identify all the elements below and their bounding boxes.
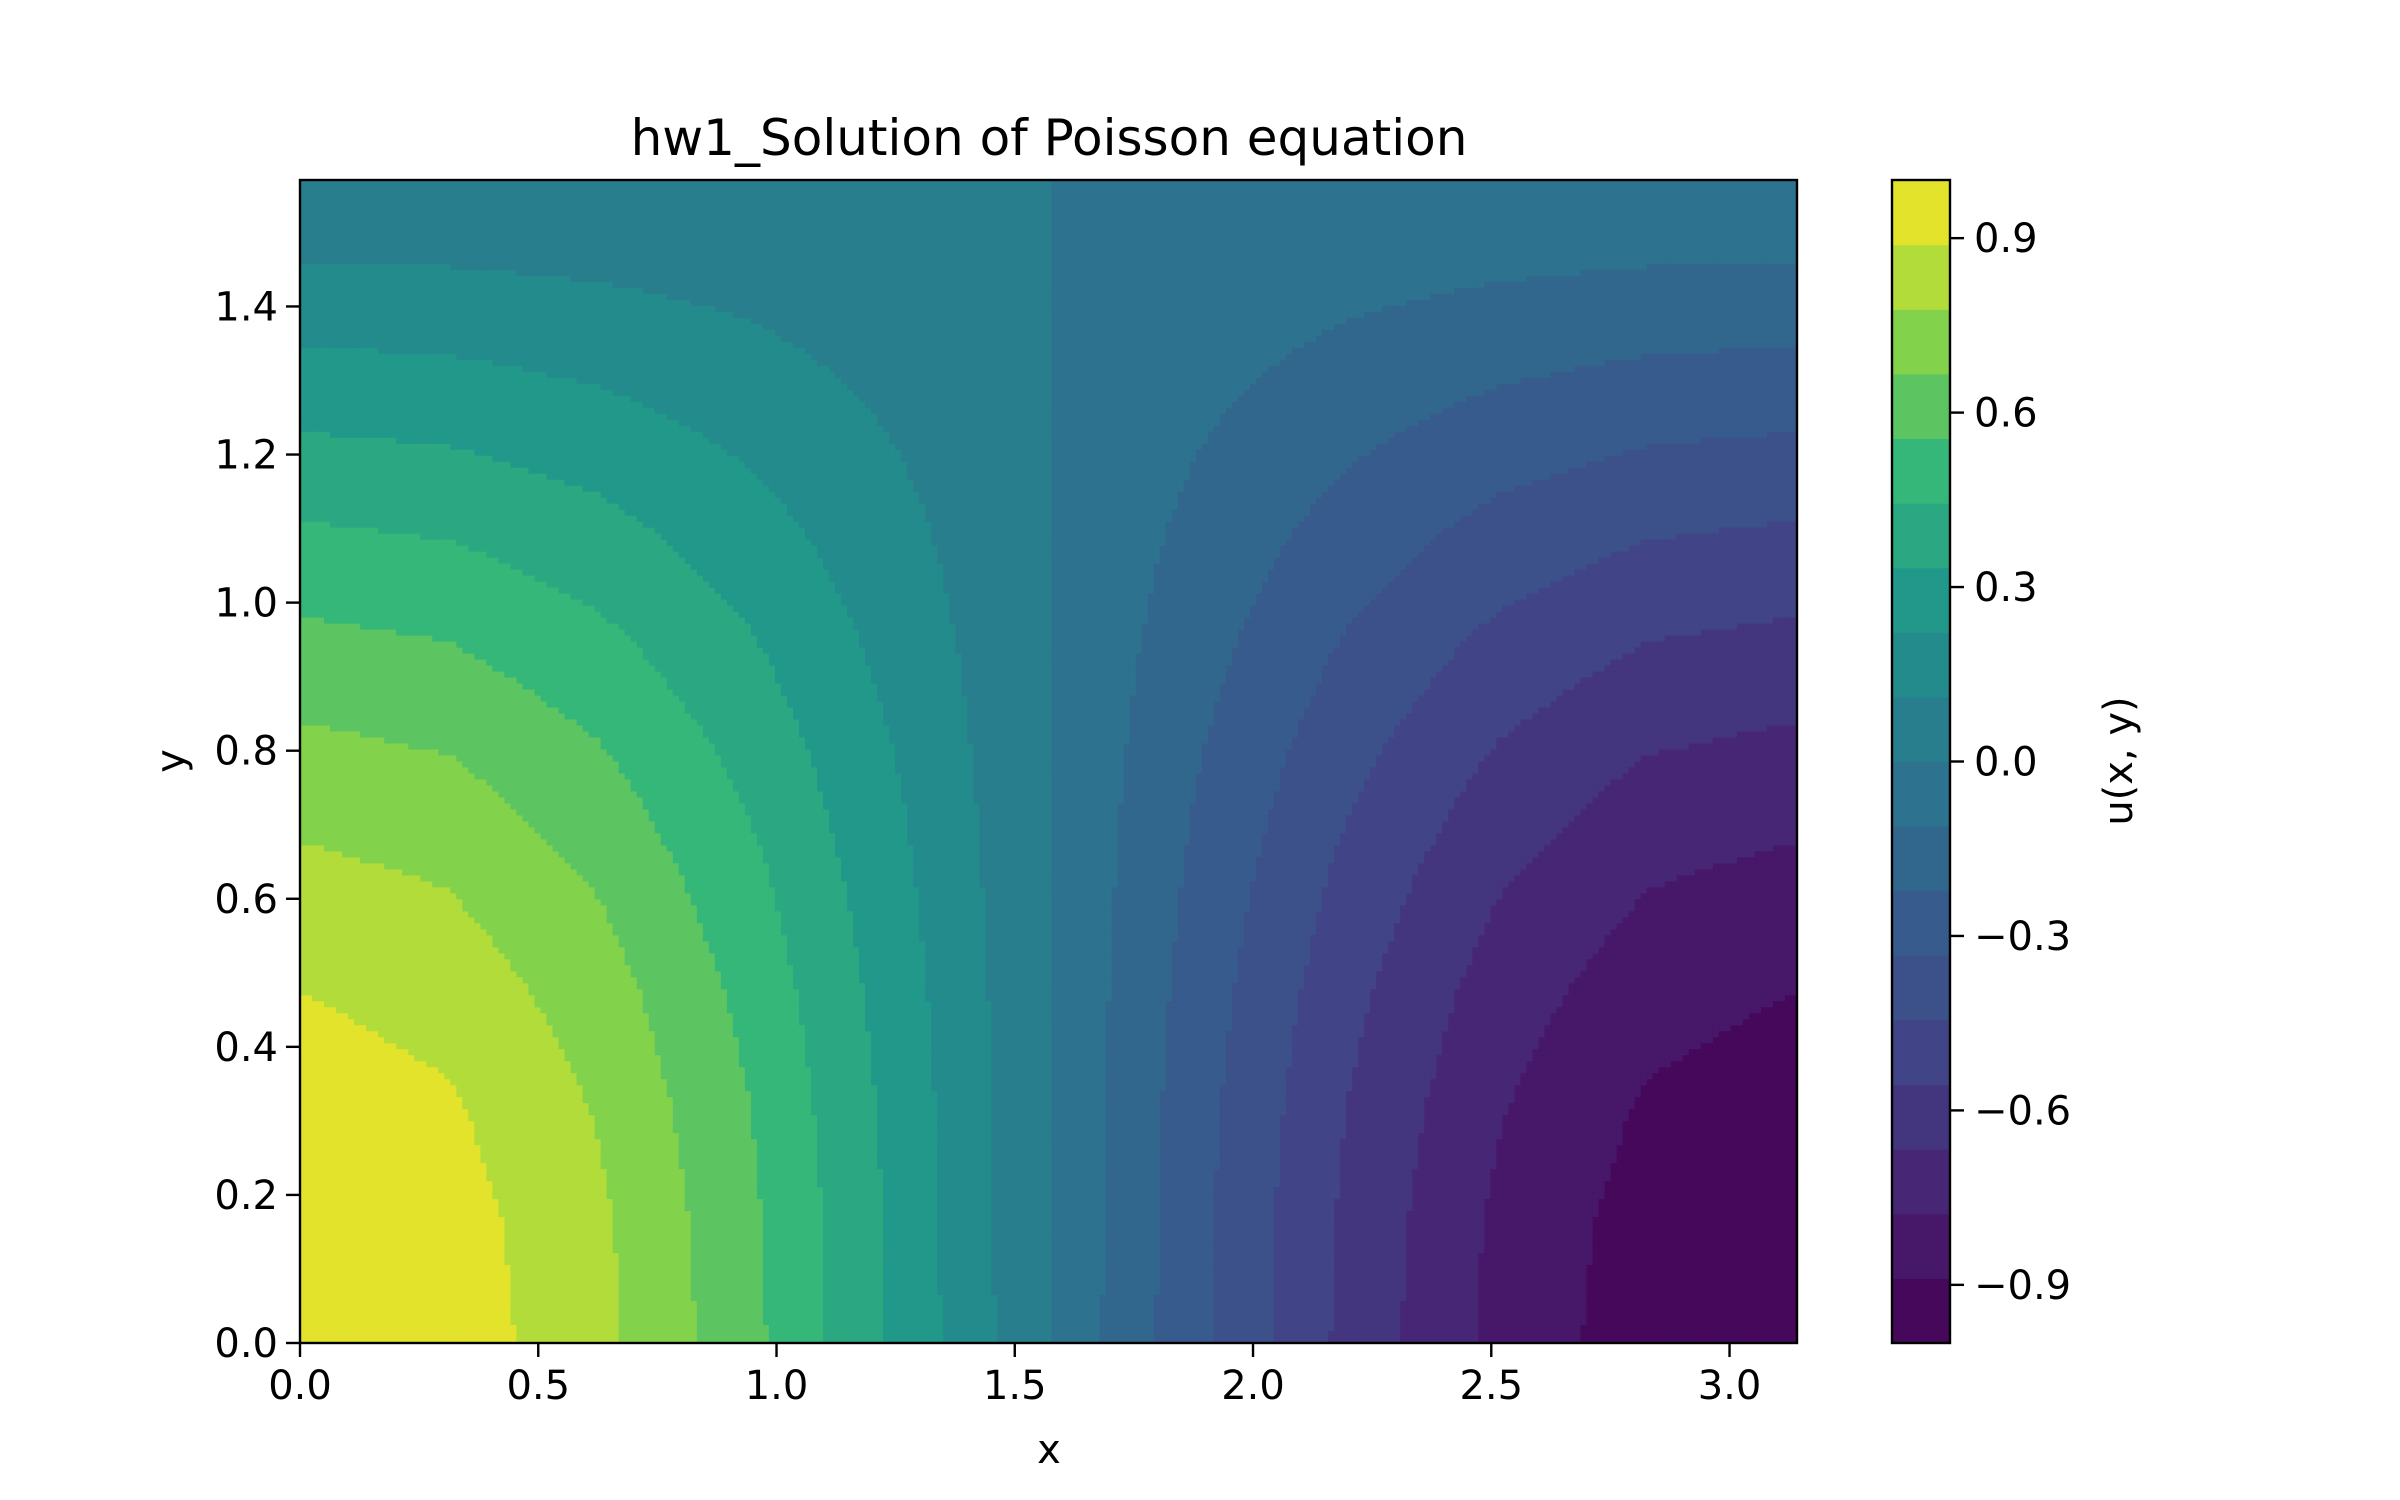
colorbar	[1892, 180, 1950, 1344]
colorbar-label: u(x, y)	[2096, 696, 2142, 825]
y-tick-label: 0.2	[214, 1173, 278, 1219]
y-axis-ticks: 0.0 0.2 0.4 0.6 0.8 1.0 1.2 1.4	[214, 284, 300, 1367]
x-tick-label: 1.0	[745, 1363, 809, 1409]
x-tick-label: 2.0	[1221, 1363, 1285, 1409]
colorbar-band	[1892, 697, 1950, 762]
chart-title: hw1_Solution of Poisson equation	[631, 109, 1468, 167]
colorbar-band	[1892, 955, 1950, 1020]
colorbar-band	[1892, 891, 1950, 956]
colorbar-band	[1892, 1149, 1950, 1214]
contour-plot-area	[300, 180, 1798, 1344]
colorbar-ticks: 0.9 0.6 0.3 0.0 −0.3 −0.6 −0.9	[1950, 216, 2071, 1309]
colorbar-band	[1892, 826, 1950, 891]
colorbar-band	[1892, 1020, 1950, 1085]
y-tick-label: 0.8	[214, 729, 278, 775]
colorbar-band	[1892, 503, 1950, 568]
colorbar-tick-label: 0.6	[1974, 391, 2038, 437]
x-tick-label: 0.5	[506, 1363, 570, 1409]
colorbar-band	[1892, 309, 1950, 374]
colorbar-tick-label: −0.3	[1974, 914, 2071, 960]
colorbar-band	[1892, 245, 1950, 310]
x-tick-label: 3.0	[1698, 1363, 1762, 1409]
x-tick-label: 2.5	[1459, 1363, 1523, 1409]
x-tick-label: 1.5	[983, 1363, 1047, 1409]
y-axis-label: y	[148, 749, 194, 773]
y-tick-label: 0.4	[214, 1025, 278, 1071]
colorbar-band	[1892, 568, 1950, 633]
y-tick-label: 1.4	[214, 284, 278, 330]
x-axis-label: x	[1037, 1427, 1061, 1473]
colorbar-tick-label: −0.9	[1974, 1263, 2071, 1309]
colorbar-band	[1892, 1278, 1950, 1343]
colorbar-band	[1892, 1085, 1950, 1150]
colorbar-band	[1892, 762, 1950, 827]
x-tick-label: 0.0	[268, 1363, 332, 1409]
colorbar-band	[1892, 180, 1950, 245]
y-tick-label: 0.6	[214, 877, 278, 923]
colorbar-band	[1892, 1214, 1950, 1279]
colorbar-tick-label: 0.0	[1974, 740, 2038, 786]
y-tick-label: 0.0	[214, 1321, 278, 1367]
colorbar-tick-label: −0.6	[1974, 1088, 2071, 1134]
colorbar-band	[1892, 632, 1950, 697]
y-tick-label: 1.0	[214, 581, 278, 627]
colorbar-tick-label: 0.3	[1974, 565, 2038, 611]
x-axis-ticks: 0.0 0.5 1.0 1.5 2.0 2.5 3.0	[268, 1343, 1761, 1409]
colorbar-band	[1892, 374, 1950, 439]
colorbar-tick-label: 0.9	[1974, 216, 2038, 262]
colorbar-band	[1892, 438, 1950, 503]
y-tick-label: 1.2	[214, 433, 278, 479]
